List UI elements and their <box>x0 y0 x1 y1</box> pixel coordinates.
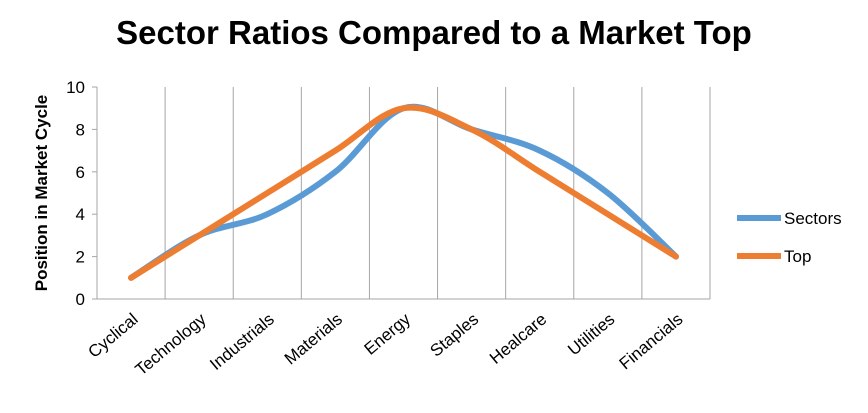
y-tick-label: 0 <box>76 290 85 309</box>
series-line-sectors <box>128 103 679 281</box>
series-line-top <box>128 104 679 281</box>
y-tick-label: 4 <box>76 205 85 224</box>
x-tick-label: Energy <box>361 309 415 358</box>
y-tick-label: 6 <box>76 163 85 182</box>
legend-label: Top <box>784 247 811 266</box>
x-tick-label: Staples <box>427 310 483 361</box>
x-tick-label: Materials <box>281 310 346 369</box>
chart-title: Sector Ratios Compared to a Market Top <box>116 14 752 51</box>
y-tick-label: 2 <box>76 248 85 267</box>
x-tick-label: Utilities <box>564 310 618 360</box>
y-tick-label: 8 <box>76 120 85 139</box>
x-tick-label: Technology <box>132 309 210 379</box>
x-tick-label: Cyclical <box>85 310 142 362</box>
y-tick-label: 10 <box>66 78 85 97</box>
legend-label: Sectors <box>784 209 842 228</box>
x-tick-label: Healcare <box>486 310 550 368</box>
y-axis-title: Position in Market Cycle <box>32 95 51 292</box>
x-tick-label: Industrials <box>206 310 278 374</box>
x-tick-label: Financials <box>616 310 687 374</box>
